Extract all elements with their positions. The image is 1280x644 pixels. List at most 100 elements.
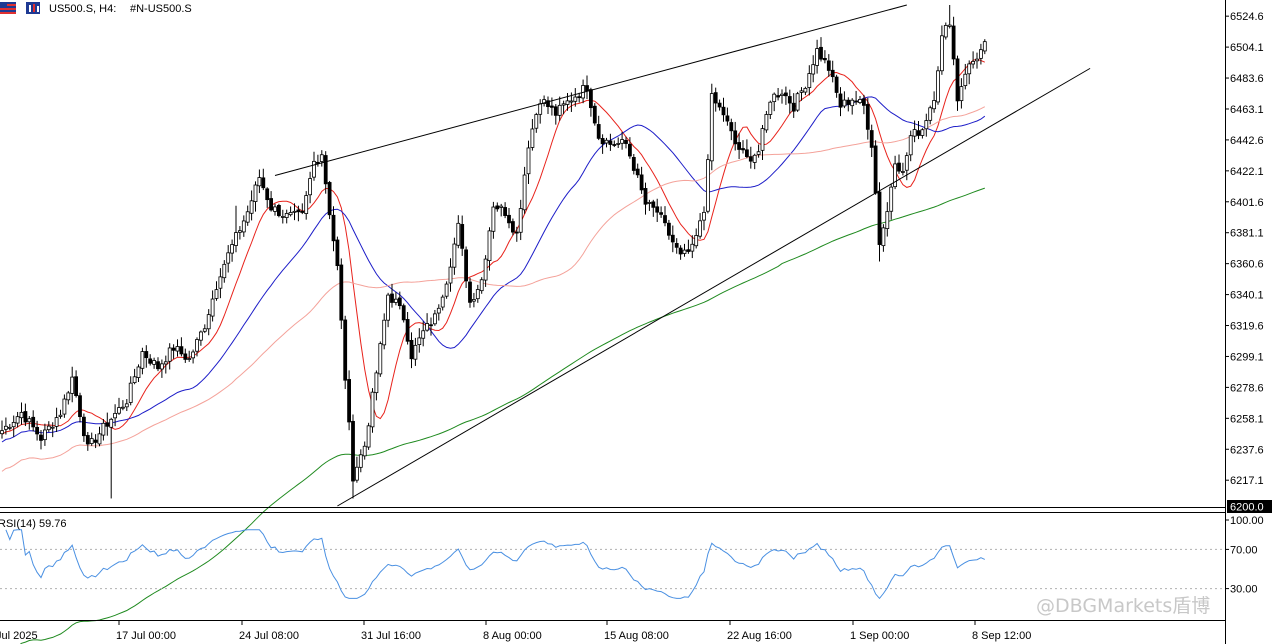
candle	[717, 99, 722, 111]
candle	[659, 206, 663, 218]
candle	[206, 309, 211, 336]
candle	[144, 345, 149, 368]
y-axis: 6524.6 6504.1 6483.6 6463.1 6442.6 6422.1 6401…	[1225, 11, 1264, 487]
candle	[167, 343, 172, 370]
candle	[780, 89, 784, 104]
y-tick-label: 6422.1	[1230, 166, 1264, 178]
candle	[585, 75, 589, 100]
upper-channel-line[interactable]	[274, 4, 907, 177]
candle	[624, 136, 628, 149]
y-tick-label: 6381.1	[1230, 228, 1264, 240]
candle	[600, 134, 605, 154]
candle	[237, 226, 242, 240]
candle	[319, 150, 324, 167]
candle	[768, 100, 773, 120]
lower-trendline-line[interactable]	[337, 67, 1091, 507]
candle	[62, 394, 67, 418]
candle	[39, 429, 43, 450]
chart-icon[interactable]	[26, 2, 40, 14]
x-tick-label: 8 Sep 12:00	[972, 630, 1031, 642]
ma-slow-line	[1, 106, 986, 472]
candle	[347, 370, 352, 431]
candle	[752, 153, 757, 170]
candle	[577, 92, 582, 103]
candle	[745, 139, 749, 159]
candle	[245, 205, 250, 226]
candle	[772, 92, 777, 112]
candle	[628, 137, 632, 159]
candle	[955, 55, 960, 111]
candle	[713, 87, 718, 112]
candle	[121, 400, 125, 411]
candle	[612, 140, 617, 148]
candle	[706, 154, 710, 214]
chart-header: US500.S, H4: #N-US500.S	[0, 2, 192, 15]
candle	[74, 370, 78, 398]
candle	[46, 421, 51, 432]
candle	[647, 199, 652, 211]
candle	[542, 95, 546, 107]
candle	[397, 291, 402, 310]
x-axis: Jul 2025 17 Jul 00:00 24 Jul 08:00 31 Jul 1…	[0, 620, 1031, 642]
y-tick-label: 6237.6	[1230, 444, 1264, 456]
x-tick-label: 24 Jul 08:00	[239, 630, 299, 642]
candle	[378, 341, 383, 377]
candle	[702, 206, 706, 231]
candle	[202, 324, 207, 334]
candle	[764, 110, 769, 133]
candle	[967, 60, 972, 85]
candle	[904, 152, 909, 181]
candle	[975, 52, 979, 69]
candle	[698, 213, 702, 239]
candle	[901, 162, 905, 176]
candle	[538, 99, 543, 124]
candle	[417, 328, 422, 353]
candle	[195, 337, 199, 357]
candle	[366, 422, 371, 450]
candle	[651, 199, 656, 217]
candle	[858, 96, 862, 105]
candle	[682, 243, 687, 257]
candle	[354, 456, 359, 483]
candle	[280, 209, 285, 224]
candle	[265, 187, 270, 208]
candle	[429, 317, 433, 336]
candle	[460, 215, 465, 256]
candle	[300, 203, 305, 215]
rsi-tick-label: 100.00	[1230, 515, 1264, 527]
candle	[218, 268, 223, 299]
candle	[241, 215, 246, 237]
candle	[487, 227, 492, 271]
candle	[425, 313, 430, 332]
candle	[113, 404, 117, 427]
candle	[799, 87, 804, 101]
x-tick-label: 15 Aug 08:00	[604, 630, 669, 642]
candle	[616, 137, 621, 149]
rsi-axis: 100.00 70.00 30.00	[1225, 515, 1264, 596]
y-tick-label: 6401.6	[1230, 197, 1264, 209]
candle	[448, 258, 453, 292]
candle	[148, 354, 153, 366]
candle	[604, 137, 609, 148]
candle	[546, 96, 550, 114]
candle	[951, 16, 956, 66]
candle	[124, 398, 129, 412]
y-tick-label: 6442.6	[1230, 135, 1264, 147]
rsi-label: RSI(14) 59.76	[0, 518, 66, 530]
candle	[639, 166, 644, 194]
candle	[912, 120, 917, 143]
candle	[620, 131, 624, 150]
candle	[456, 215, 461, 249]
flag-icon[interactable]	[0, 2, 16, 14]
candle	[222, 260, 227, 283]
candle	[924, 113, 929, 137]
candle	[452, 237, 457, 275]
candle	[643, 182, 648, 215]
candle	[66, 390, 71, 405]
candle	[936, 66, 940, 105]
candle	[803, 86, 808, 96]
candle	[187, 350, 192, 362]
candle	[370, 388, 375, 433]
candle	[674, 238, 679, 254]
